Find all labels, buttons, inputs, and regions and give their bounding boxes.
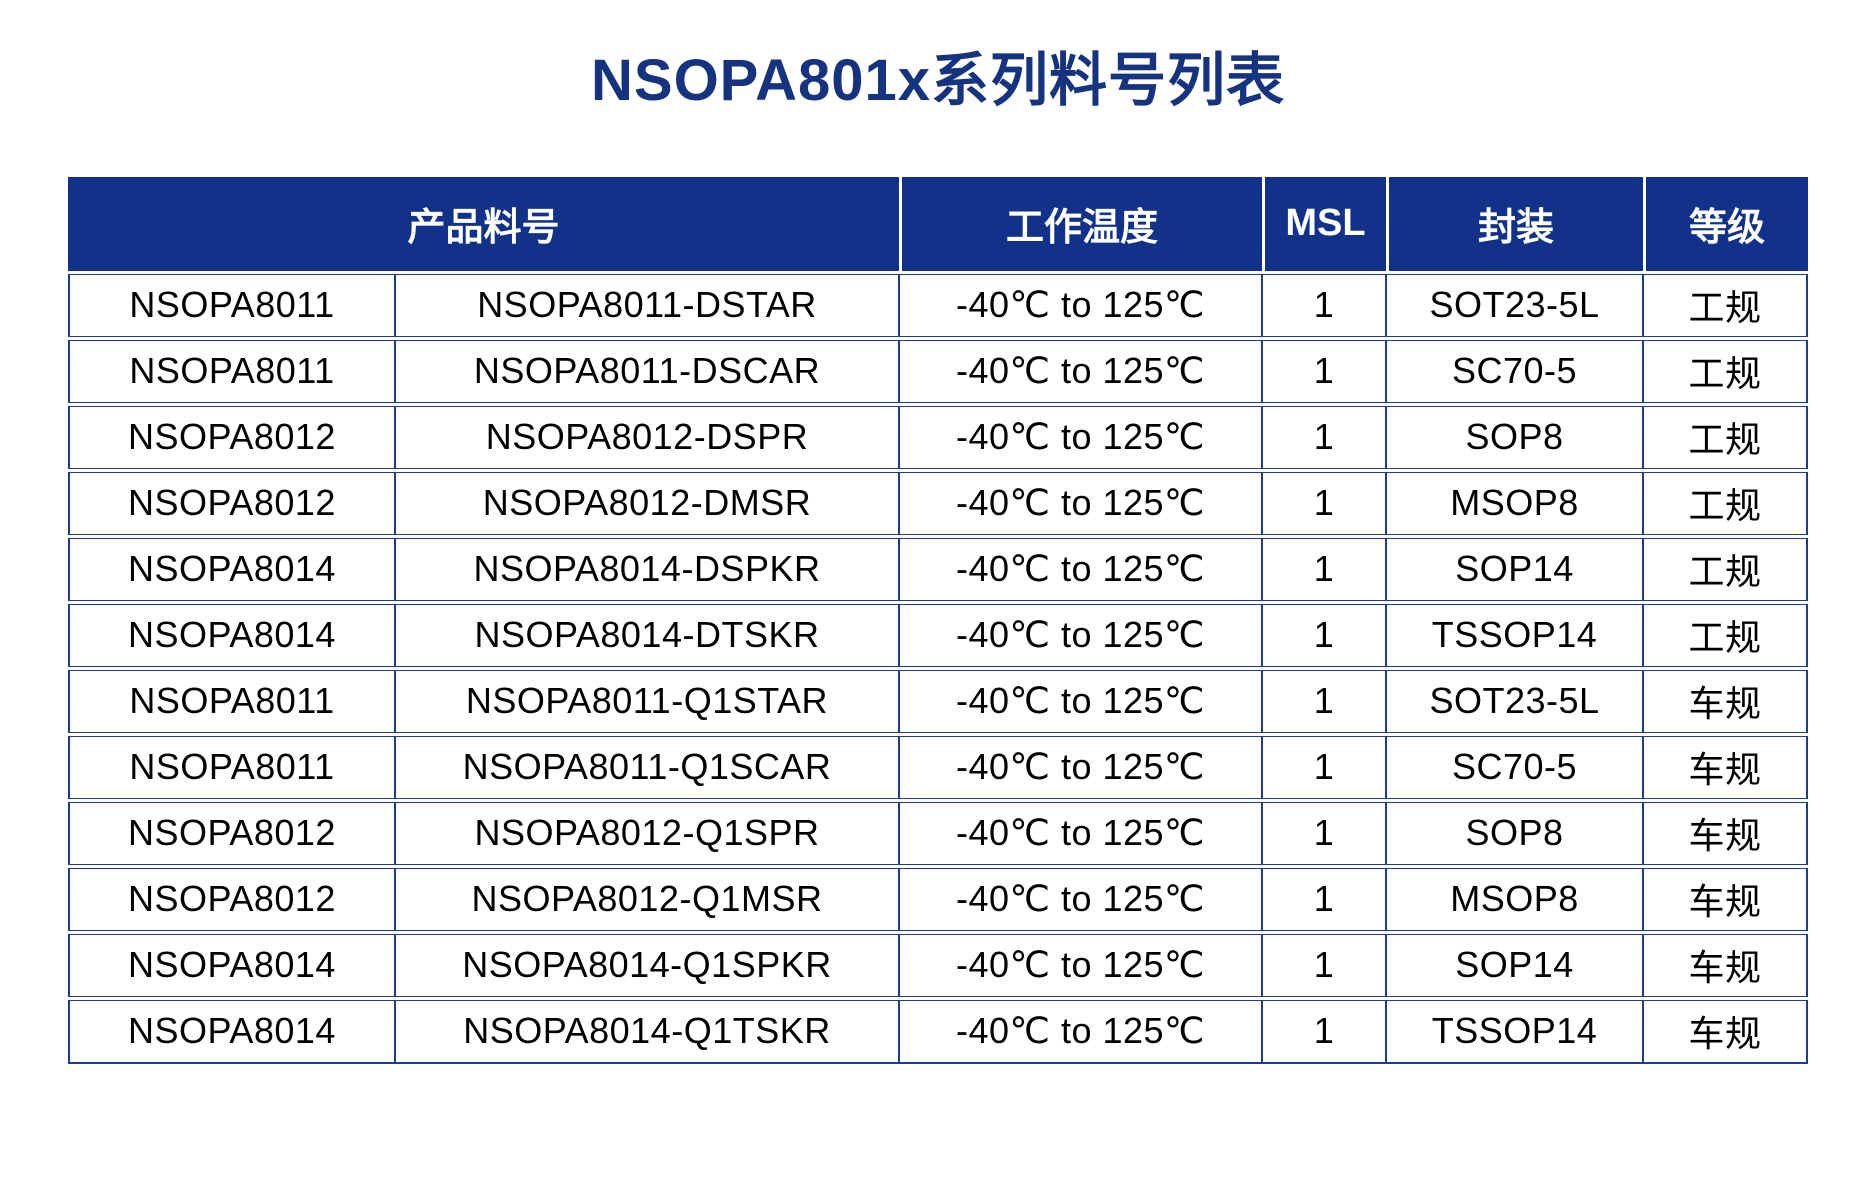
cell-temp: -40℃ to 125℃ xyxy=(899,933,1262,997)
table-body: NSOPA8011 NSOPA8011-DSTAR -40℃ to 125℃ 1… xyxy=(67,273,1808,1064)
cell-temp: -40℃ to 125℃ xyxy=(899,405,1262,469)
cell-package: SOP8 xyxy=(1386,405,1643,469)
cell-series: NSOPA8014 xyxy=(67,537,395,601)
cell-grade: 工规 xyxy=(1643,273,1808,337)
cell-part: NSOPA8014-DTSKR xyxy=(394,603,899,667)
cell-grade: 工规 xyxy=(1643,339,1808,403)
cell-package: SOP14 xyxy=(1386,933,1643,997)
cell-msl: 1 xyxy=(1262,801,1386,865)
cell-msl: 1 xyxy=(1262,669,1386,733)
table-row: NSOPA8011 NSOPA8011-DSTAR -40℃ to 125℃ 1… xyxy=(67,273,1808,337)
cell-grade: 车规 xyxy=(1643,735,1808,799)
cell-part: NSOPA8014-DSPKR xyxy=(394,537,899,601)
table-row: NSOPA8012 NSOPA8012-DSPR -40℃ to 125℃ 1 … xyxy=(67,405,1808,469)
table-row: NSOPA8014 NSOPA8014-Q1SPKR -40℃ to 125℃ … xyxy=(67,933,1808,997)
cell-part: NSOPA8011-Q1SCAR xyxy=(394,735,899,799)
cell-grade: 车规 xyxy=(1643,669,1808,733)
parts-table: 产品料号 工作温度 MSL 封装 等级 NSOPA8011 NSOPA8011-… xyxy=(67,174,1808,1067)
cell-package: SC70-5 xyxy=(1386,735,1643,799)
cell-temp: -40℃ to 125℃ xyxy=(899,669,1262,733)
cell-msl: 1 xyxy=(1262,339,1386,403)
header-package: 封装 xyxy=(1386,176,1643,271)
cell-series: NSOPA8014 xyxy=(67,999,395,1064)
cell-grade: 车规 xyxy=(1643,867,1808,931)
cell-msl: 1 xyxy=(1262,471,1386,535)
cell-temp: -40℃ to 125℃ xyxy=(899,339,1262,403)
cell-part: NSOPA8012-DSPR xyxy=(394,405,899,469)
table-header: 产品料号 工作温度 MSL 封装 等级 xyxy=(67,176,1808,271)
cell-temp: -40℃ to 125℃ xyxy=(899,471,1262,535)
cell-series: NSOPA8012 xyxy=(67,867,395,931)
header-temp: 工作温度 xyxy=(899,176,1262,271)
page-title: NSOPA801x系列料号列表 xyxy=(591,48,1285,113)
cell-msl: 1 xyxy=(1262,273,1386,337)
cell-package: SOT23-5L xyxy=(1386,273,1643,337)
cell-package: TSSOP14 xyxy=(1386,603,1643,667)
cell-series: NSOPA8014 xyxy=(67,603,395,667)
cell-grade: 车规 xyxy=(1643,999,1808,1064)
header-grade: 等级 xyxy=(1643,176,1808,271)
cell-msl: 1 xyxy=(1262,405,1386,469)
table-row: NSOPA8012 NSOPA8012-Q1MSR -40℃ to 125℃ 1… xyxy=(67,867,1808,931)
table-row: NSOPA8014 NSOPA8014-Q1TSKR -40℃ to 125℃ … xyxy=(67,999,1808,1064)
cell-msl: 1 xyxy=(1262,867,1386,931)
table-row: NSOPA8012 NSOPA8012-DMSR -40℃ to 125℃ 1 … xyxy=(67,471,1808,535)
table-row: NSOPA8011 NSOPA8011-Q1SCAR -40℃ to 125℃ … xyxy=(67,735,1808,799)
header-row: 产品料号 工作温度 MSL 封装 等级 xyxy=(67,176,1808,271)
table-row: NSOPA8014 NSOPA8014-DTSKR -40℃ to 125℃ 1… xyxy=(67,603,1808,667)
cell-part: NSOPA8012-Q1SPR xyxy=(394,801,899,865)
header-msl: MSL xyxy=(1262,176,1386,271)
cell-temp: -40℃ to 125℃ xyxy=(899,603,1262,667)
cell-temp: -40℃ to 125℃ xyxy=(899,999,1262,1064)
table-row: NSOPA8012 NSOPA8012-Q1SPR -40℃ to 125℃ 1… xyxy=(67,801,1808,865)
cell-part: NSOPA8012-DMSR xyxy=(394,471,899,535)
cell-grade: 车规 xyxy=(1643,801,1808,865)
cell-grade: 工规 xyxy=(1643,471,1808,535)
cell-part: NSOPA8012-Q1MSR xyxy=(394,867,899,931)
cell-series: NSOPA8012 xyxy=(67,405,395,469)
cell-grade: 工规 xyxy=(1643,603,1808,667)
cell-temp: -40℃ to 125℃ xyxy=(899,537,1262,601)
cell-grade: 车规 xyxy=(1643,933,1808,997)
cell-temp: -40℃ to 125℃ xyxy=(899,273,1262,337)
cell-series: NSOPA8014 xyxy=(67,933,395,997)
cell-msl: 1 xyxy=(1262,933,1386,997)
cell-series: NSOPA8012 xyxy=(67,801,395,865)
table-row: NSOPA8011 NSOPA8011-Q1STAR -40℃ to 125℃ … xyxy=(67,669,1808,733)
cell-package: SOP14 xyxy=(1386,537,1643,601)
cell-msl: 1 xyxy=(1262,999,1386,1064)
cell-series: NSOPA8011 xyxy=(67,669,395,733)
cell-part: NSOPA8014-Q1TSKR xyxy=(394,999,899,1064)
cell-grade: 工规 xyxy=(1643,537,1808,601)
cell-package: MSOP8 xyxy=(1386,471,1643,535)
cell-package: SC70-5 xyxy=(1386,339,1643,403)
table-row: NSOPA8014 NSOPA8014-DSPKR -40℃ to 125℃ 1… xyxy=(67,537,1808,601)
header-product: 产品料号 xyxy=(67,176,899,271)
cell-series: NSOPA8011 xyxy=(67,735,395,799)
cell-temp: -40℃ to 125℃ xyxy=(899,867,1262,931)
cell-part: NSOPA8011-Q1STAR xyxy=(394,669,899,733)
cell-package: TSSOP14 xyxy=(1386,999,1643,1064)
cell-temp: -40℃ to 125℃ xyxy=(899,735,1262,799)
cell-part: NSOPA8011-DSCAR xyxy=(394,339,899,403)
cell-msl: 1 xyxy=(1262,537,1386,601)
cell-part: NSOPA8014-Q1SPKR xyxy=(394,933,899,997)
cell-package: SOP8 xyxy=(1386,801,1643,865)
cell-series: NSOPA8011 xyxy=(67,339,395,403)
cell-package: SOT23-5L xyxy=(1386,669,1643,733)
cell-series: NSOPA8011 xyxy=(67,273,395,337)
cell-package: MSOP8 xyxy=(1386,867,1643,931)
cell-msl: 1 xyxy=(1262,735,1386,799)
cell-temp: -40℃ to 125℃ xyxy=(899,801,1262,865)
cell-part: NSOPA8011-DSTAR xyxy=(394,273,899,337)
cell-grade: 工规 xyxy=(1643,405,1808,469)
table-row: NSOPA8011 NSOPA8011-DSCAR -40℃ to 125℃ 1… xyxy=(67,339,1808,403)
cell-series: NSOPA8012 xyxy=(67,471,395,535)
cell-msl: 1 xyxy=(1262,603,1386,667)
